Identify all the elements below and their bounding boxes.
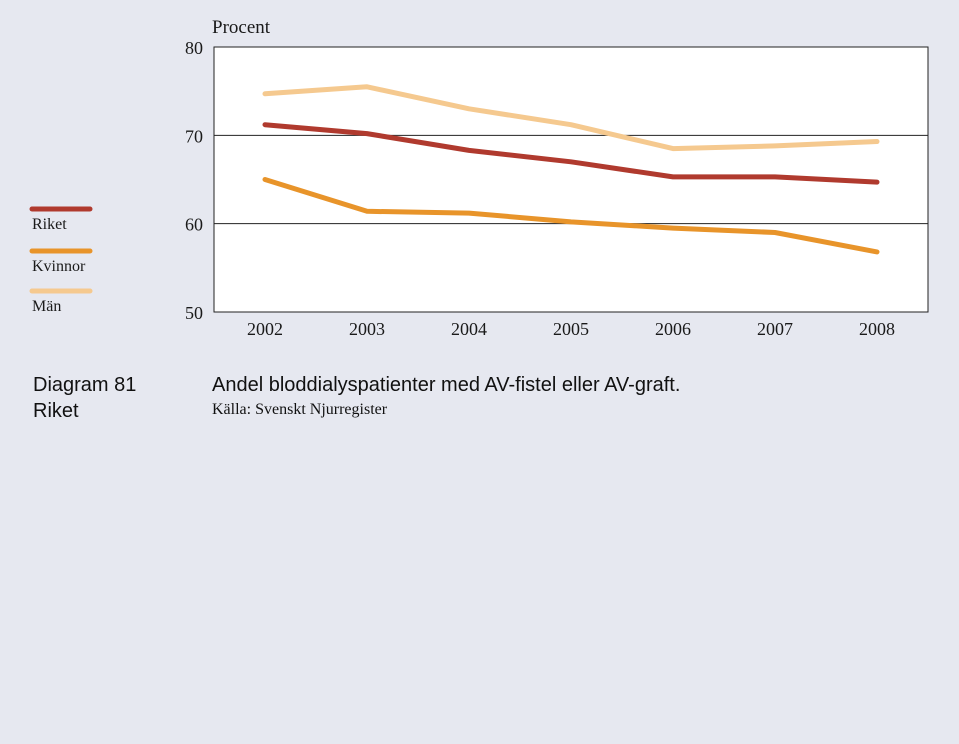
x-tick-label: 2004 [451, 319, 487, 339]
x-tick-label: 2006 [655, 319, 691, 339]
series-layer [262, 84, 880, 255]
y-tick-label: 50 [185, 303, 203, 323]
diagram-number: Diagram 81 [33, 374, 137, 396]
legend-label: Män [32, 298, 61, 315]
x-tick-label: 2005 [553, 319, 589, 339]
legend-label: Kvinnor [32, 258, 86, 275]
legend: Riket Kvinnor Män [29, 206, 93, 315]
chart-title: Andel bloddialyspatienter med AV-fistel … [212, 374, 681, 396]
series-line-män [262, 84, 880, 152]
x-tick-label: 2007 [757, 319, 793, 339]
legend-item-riket: Riket [29, 206, 93, 233]
y-tick-label: 70 [185, 126, 203, 146]
x-tick-label: 2002 [247, 319, 283, 339]
caption-region: Riket [33, 400, 79, 422]
series-line-kvinnor [262, 177, 880, 255]
x-tick-label: 2008 [859, 319, 895, 339]
y-axis-label: Procent [212, 17, 271, 38]
chart-source: Källa: Svenskt Njurregister [212, 401, 388, 418]
legend-item-kvinnor: Kvinnor [29, 248, 93, 275]
x-axis-ticks: 2002 2003 2004 2005 2006 2007 2008 [247, 319, 895, 339]
y-tick-label: 60 [185, 215, 203, 235]
y-axis-ticks: 50 60 70 80 [185, 38, 203, 323]
line-chart: 50 60 70 80 2002 2003 2004 2005 2006 2007 2008 Pr… [29, 17, 929, 339]
y-tick-label: 80 [185, 38, 203, 58]
x-tick-label: 2003 [349, 319, 385, 339]
legend-label: Riket [32, 216, 67, 233]
series-line-riket [262, 122, 880, 185]
caption-id: Diagram 81 Riket [33, 372, 136, 424]
legend-item-män: Män [29, 288, 93, 315]
